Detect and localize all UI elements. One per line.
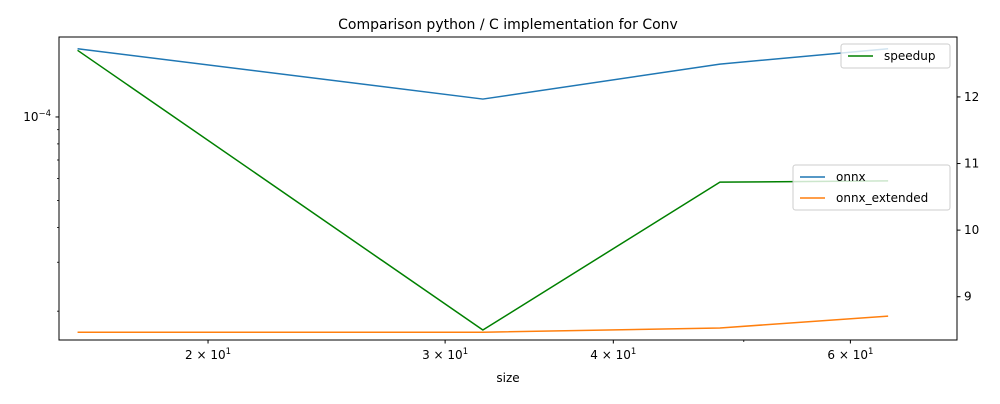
y2-tick-label: 10	[964, 223, 979, 237]
legend-speedup: speedup	[840, 43, 951, 69]
series-line-speedup	[77, 49, 889, 331]
legend-box	[792, 164, 951, 211]
legend-label-onnx: onnx	[836, 170, 866, 184]
legend-label-speedup: speedup	[884, 49, 935, 63]
series-line-onnx	[77, 48, 889, 100]
x-tick-label: 3 × 101	[422, 347, 468, 362]
legend-box	[840, 43, 951, 69]
plot-frame	[58, 36, 958, 341]
x-tick-base: 6 × 10	[827, 348, 868, 362]
y2-tick-label: 12	[964, 90, 979, 104]
x-tick-label: 6 × 101	[827, 347, 873, 362]
x-tick-label: 4 × 101	[590, 347, 636, 362]
x-tick-exp: 1	[463, 347, 468, 357]
y-tick-label: 10−4	[23, 109, 51, 124]
x-tick-exp: 1	[631, 347, 636, 357]
y-tick-base: 10	[23, 110, 38, 124]
x-tick-label: 2 × 101	[185, 347, 231, 362]
chart-legends: speedup onnx onnx_extended	[792, 43, 951, 211]
legend-onnx: onnx onnx_extended	[792, 164, 951, 211]
y-tick-exp: −4	[38, 109, 51, 119]
chart-title: Comparison python / C implementation for…	[338, 17, 678, 33]
x-tick-base: 3 × 10	[422, 348, 463, 362]
y2-tick-label: 11	[964, 157, 979, 171]
x-tick-base: 4 × 10	[590, 348, 631, 362]
x-tick-exp: 1	[868, 347, 873, 357]
x-axis-label: size	[496, 371, 519, 385]
y2-tick-label: 9	[964, 290, 972, 304]
x-tick-base: 2 × 10	[185, 348, 226, 362]
x-tick-exp: 1	[226, 347, 231, 357]
legend-label-onnx_extended: onnx_extended	[836, 191, 928, 205]
series-line-onnx_extended	[77, 315, 889, 333]
